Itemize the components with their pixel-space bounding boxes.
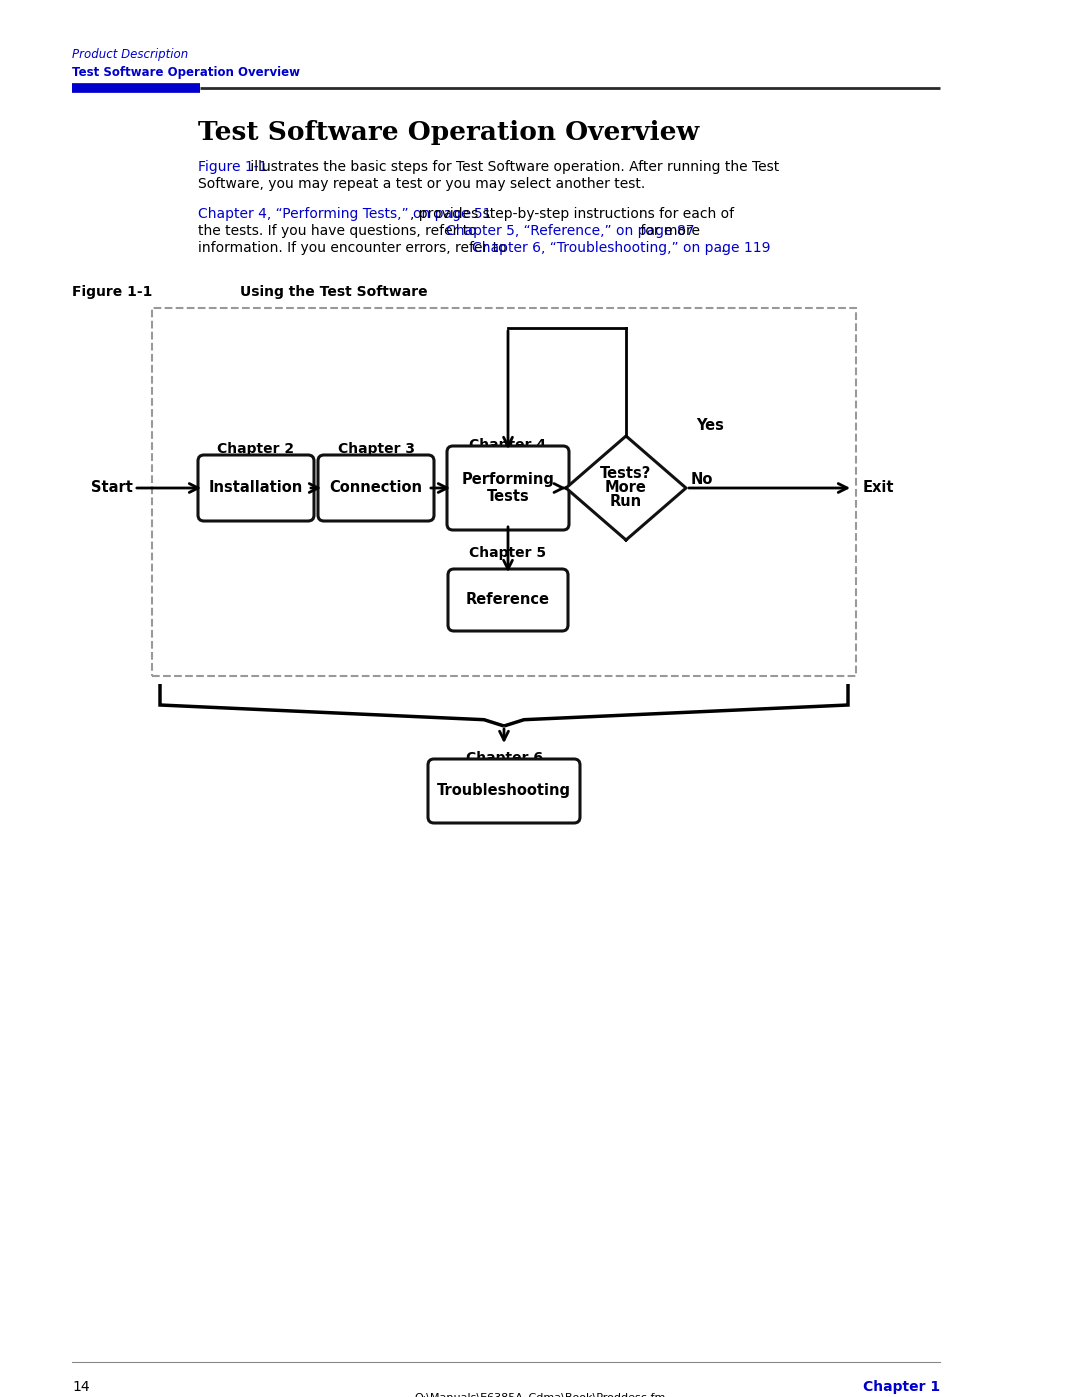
Text: Tests?: Tests? (600, 467, 651, 482)
Text: Chapter 1: Chapter 1 (863, 1380, 940, 1394)
Text: , provides step-by-step instructions for each of: , provides step-by-step instructions for… (410, 207, 734, 221)
Text: Connection: Connection (329, 481, 422, 496)
Text: Chapter 5, “Reference,” on page 87: Chapter 5, “Reference,” on page 87 (446, 224, 694, 237)
Polygon shape (566, 436, 686, 541)
Text: Product Description: Product Description (72, 47, 188, 61)
FancyBboxPatch shape (318, 455, 434, 521)
Text: Figure 1-1: Figure 1-1 (72, 285, 152, 299)
Text: Exit: Exit (863, 481, 894, 496)
Text: Chapter 6: Chapter 6 (465, 752, 542, 766)
Text: Start: Start (91, 481, 133, 496)
Text: Chapter 3: Chapter 3 (337, 441, 415, 455)
Text: Run: Run (610, 495, 643, 510)
Text: Performing
Tests: Performing Tests (461, 472, 554, 504)
FancyBboxPatch shape (428, 759, 580, 823)
Text: .: . (720, 242, 725, 256)
Text: the tests. If you have questions, refer to: the tests. If you have questions, refer … (198, 224, 481, 237)
Text: for more: for more (636, 224, 700, 237)
Text: Installation: Installation (208, 481, 303, 496)
Text: Test Software Operation Overview: Test Software Operation Overview (198, 120, 699, 145)
Text: Chapter 6, “Troubleshooting,” on page 119: Chapter 6, “Troubleshooting,” on page 11… (472, 242, 770, 256)
Text: Figure 1-1: Figure 1-1 (198, 161, 268, 175)
Text: O:\Manuals\E6385A_Cdma\Book\Proddesc.fm: O:\Manuals\E6385A_Cdma\Book\Proddesc.fm (415, 1391, 665, 1397)
Text: Chapter 4, “Performing Tests,” on page 51: Chapter 4, “Performing Tests,” on page 5… (198, 207, 491, 221)
Text: More: More (605, 481, 647, 496)
Text: 14: 14 (72, 1380, 90, 1394)
FancyBboxPatch shape (447, 446, 569, 529)
Text: No: No (691, 472, 714, 488)
Text: Test Software Operation Overview: Test Software Operation Overview (72, 66, 300, 80)
Text: Reference: Reference (465, 592, 550, 608)
Text: Chapter 4: Chapter 4 (470, 439, 546, 453)
FancyBboxPatch shape (198, 455, 314, 521)
Text: Chapter 2: Chapter 2 (217, 441, 295, 455)
Text: Yes: Yes (696, 419, 724, 433)
Text: Chapter 5: Chapter 5 (470, 546, 546, 560)
Text: information. If you encounter errors, refer to: information. If you encounter errors, re… (198, 242, 511, 256)
Text: Using the Test Software: Using the Test Software (240, 285, 428, 299)
Text: Software, you may repeat a test or you may select another test.: Software, you may repeat a test or you m… (198, 177, 645, 191)
Text: Troubleshooting: Troubleshooting (437, 784, 571, 799)
FancyBboxPatch shape (448, 569, 568, 631)
Text: illustrates the basic steps for Test Software operation. After running the Test: illustrates the basic steps for Test Sof… (246, 161, 780, 175)
